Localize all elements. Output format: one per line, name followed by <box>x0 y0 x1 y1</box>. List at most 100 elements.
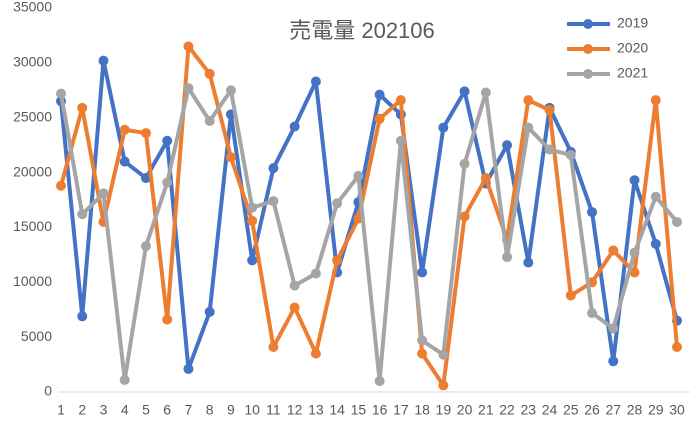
point <box>119 124 130 135</box>
x-tick-label: 19 <box>436 402 452 418</box>
point <box>162 135 173 146</box>
x-tick-label: 24 <box>542 402 558 418</box>
point <box>438 380 449 391</box>
point <box>119 374 130 385</box>
point <box>438 122 449 133</box>
point <box>162 314 173 325</box>
x-tick-label: 7 <box>185 402 193 418</box>
x-tick-label: 25 <box>563 402 579 418</box>
point <box>289 302 300 313</box>
point <box>225 85 236 96</box>
point <box>204 68 215 79</box>
x-tick-label: 6 <box>163 402 171 418</box>
point <box>587 207 598 218</box>
point <box>629 267 640 278</box>
point <box>204 116 215 127</box>
series-line <box>59 58 679 371</box>
point <box>310 268 321 279</box>
point <box>268 163 279 174</box>
point <box>650 95 661 106</box>
point <box>565 150 576 161</box>
point <box>140 128 151 139</box>
point <box>289 280 300 291</box>
point <box>268 196 279 207</box>
legend-marker <box>583 19 593 29</box>
point <box>289 121 300 132</box>
point <box>650 191 661 202</box>
x-tick-label: 21 <box>478 402 494 418</box>
point <box>480 87 491 98</box>
point <box>544 144 555 155</box>
point <box>459 158 470 169</box>
point <box>310 76 321 87</box>
point <box>438 349 449 360</box>
point <box>332 255 343 266</box>
x-tick-label: 13 <box>308 402 324 418</box>
point <box>544 105 555 116</box>
x-tick-label: 9 <box>227 402 235 418</box>
x-tick-label: 27 <box>605 402 621 418</box>
legend-label: 2020 <box>617 40 648 56</box>
y-tick-label: 5000 <box>21 328 52 344</box>
y-tick-label: 25000 <box>13 108 52 124</box>
point <box>629 175 640 186</box>
y-tick-label: 30000 <box>13 54 52 70</box>
point <box>502 140 513 151</box>
point <box>332 198 343 209</box>
point <box>77 209 88 220</box>
point <box>565 290 576 301</box>
point <box>162 177 173 188</box>
point <box>587 308 598 319</box>
x-tick-label: 15 <box>351 402 367 418</box>
legend-label: 2021 <box>617 65 648 81</box>
chart-title: 売電量 202106 <box>289 18 435 43</box>
y-tick-label: 20000 <box>13 163 52 179</box>
point <box>480 173 491 184</box>
series-line <box>59 86 679 384</box>
x-tick-label: 23 <box>521 402 537 418</box>
point <box>395 95 406 106</box>
point <box>650 238 661 249</box>
point <box>183 83 194 94</box>
x-tick-label: 29 <box>648 402 664 418</box>
point <box>247 202 258 213</box>
point <box>247 255 258 266</box>
point <box>268 342 279 353</box>
x-tick-label: 20 <box>457 402 473 418</box>
y-tick-label: 15000 <box>13 218 52 234</box>
point <box>374 89 385 100</box>
point <box>353 170 364 181</box>
x-tick-label: 16 <box>372 402 388 418</box>
point <box>629 247 640 258</box>
legend-marker <box>583 44 593 54</box>
point <box>77 311 88 322</box>
y-tick-label: 10000 <box>13 273 52 289</box>
point <box>672 216 682 227</box>
point <box>183 41 194 52</box>
x-tick-label: 5 <box>142 402 150 418</box>
x-tick-label: 8 <box>206 402 214 418</box>
y-tick-label: 35000 <box>13 0 52 15</box>
x-tick-label: 3 <box>100 402 108 418</box>
x-tick-label: 1 <box>57 402 65 418</box>
point <box>608 323 619 334</box>
point <box>310 348 321 359</box>
x-tick-label: 10 <box>244 402 260 418</box>
point <box>523 95 534 106</box>
point <box>608 356 619 367</box>
point <box>417 348 428 359</box>
x-tick-label: 30 <box>669 402 685 418</box>
point <box>247 215 258 226</box>
point <box>459 86 470 97</box>
legend-label: 2019 <box>617 15 648 31</box>
x-tick-label: 12 <box>287 402 303 418</box>
point <box>140 241 151 252</box>
x-tick-label: 26 <box>584 402 600 418</box>
point <box>608 245 619 256</box>
point <box>523 122 534 133</box>
point <box>417 335 428 346</box>
point <box>183 363 194 374</box>
point <box>672 342 682 353</box>
